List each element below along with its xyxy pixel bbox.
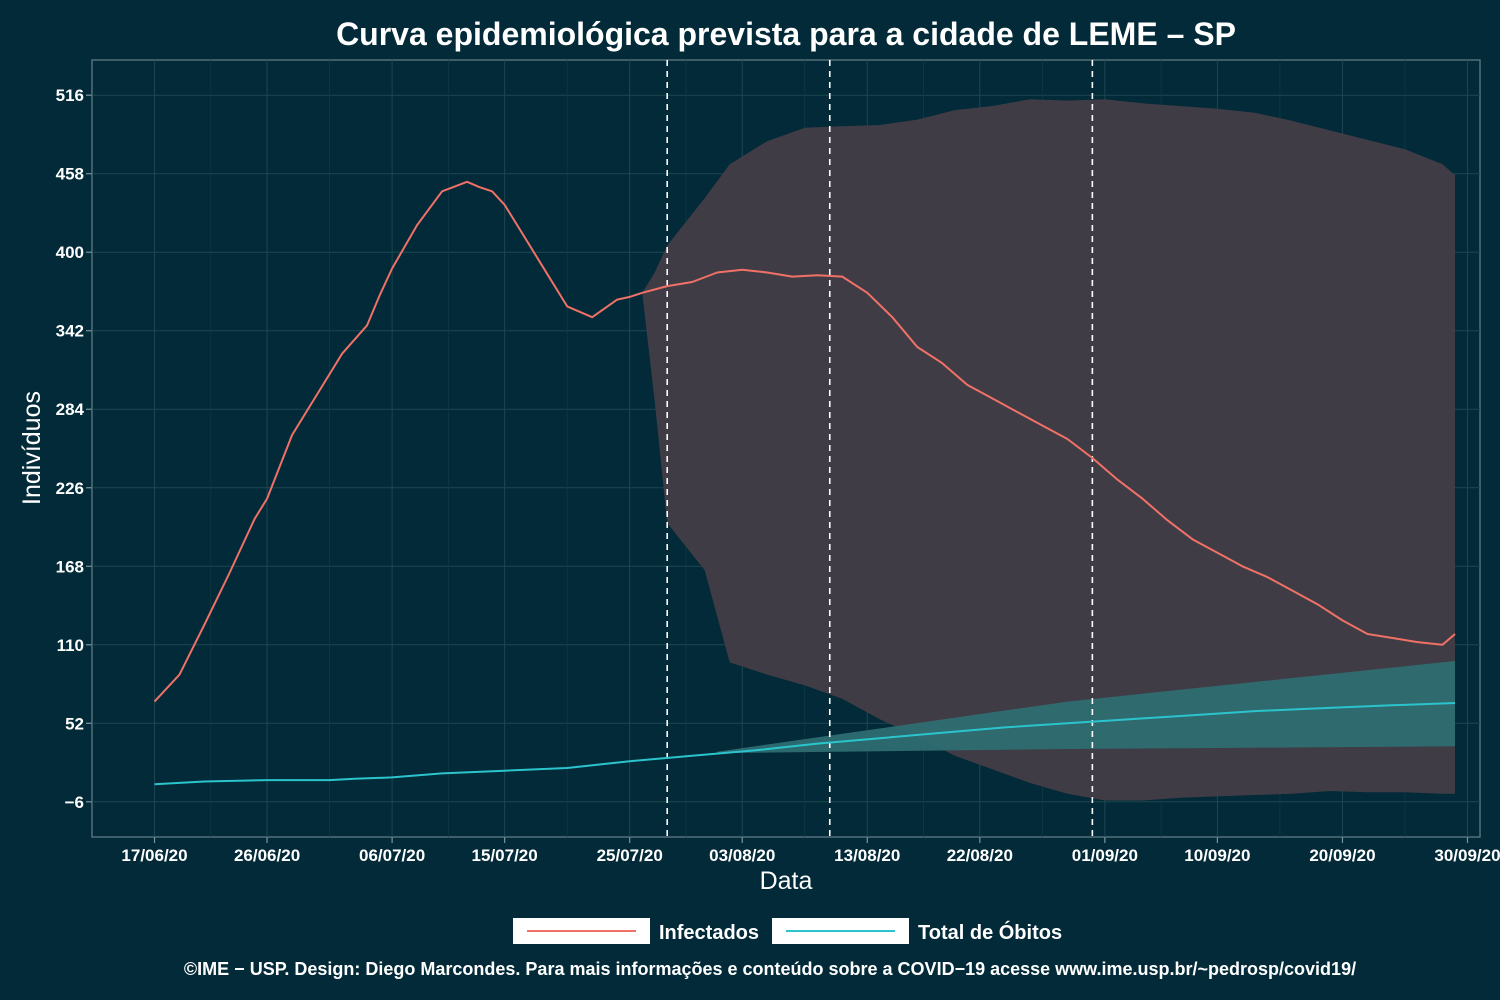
y-tick-label: 400 [56,243,84,262]
y-tick-label: −6 [65,793,84,812]
x-tick-label: 20/09/20 [1309,846,1375,865]
legend-label-obitos: Total de Óbitos [918,920,1062,944]
legend-label-infectados: Infectados [659,922,759,944]
x-axis-title: Data [760,867,813,895]
y-tick-label: 284 [56,400,85,419]
confidence-bands [642,99,1455,801]
y-tick-label: 226 [56,479,84,498]
y-tick-label: 110 [57,636,84,655]
x-tick-label: 13/08/20 [834,846,900,865]
y-tick-label: 168 [56,557,84,576]
y-tick-label: 458 [56,165,84,184]
caption: ©IME − USP. Design: Diego Marcondes. Par… [184,959,1356,979]
x-tick-label: 15/07/20 [472,846,538,865]
y-tick-label: 516 [56,86,84,105]
x-tick-label: 22/08/20 [947,846,1013,865]
y-tick-label: 52 [65,714,84,733]
legend: Infectados Total de Óbitos [513,918,1062,944]
reference-lines [666,60,1094,837]
x-tick-label: 01/09/20 [1072,846,1138,865]
y-axis-title: Indivíduos [18,391,46,505]
series-line-total-de-obitos [154,702,1456,786]
band-total-de-obitos [717,661,1455,754]
x-tick-label: 17/06/20 [121,846,187,865]
x-axis: 17/06/20 26/06/20 06/07/20 15/07/20 25/07/20… [121,837,1500,865]
x-tick-label: 03/08/20 [709,846,775,865]
band-infectados [642,99,1455,801]
chart-title: Curva epidemiológica prevista para a cid… [336,16,1236,52]
x-tick-label: 26/06/20 [234,846,300,865]
x-tick-label: 06/07/20 [359,846,425,865]
y-tick-label: 342 [56,322,84,341]
x-tick-label: 10/09/20 [1184,846,1250,865]
x-tick-label: 30/09/20 [1434,846,1500,865]
x-tick-label: 25/07/20 [597,846,663,865]
series-line-infectados [153,180,1456,703]
y-axis: −6 52 110 168 226 284 342 400 458 516 [56,86,92,812]
series-lines [153,180,1456,786]
